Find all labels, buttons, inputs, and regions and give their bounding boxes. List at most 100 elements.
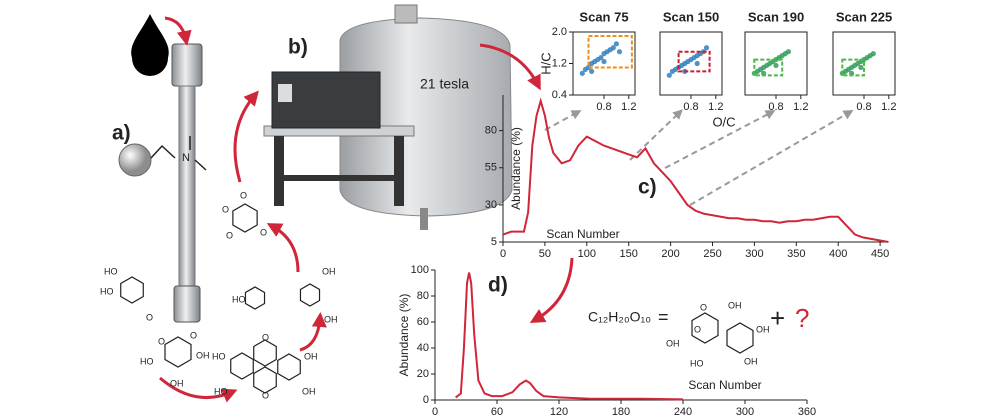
column bbox=[178, 85, 196, 287]
line-trace bbox=[502, 97, 889, 243]
x-tick-label: 150 bbox=[620, 248, 638, 260]
atom-label: OH bbox=[666, 338, 680, 348]
arrow bbox=[299, 312, 327, 352]
x-tick-label: 50 bbox=[539, 248, 551, 260]
x-tick-label: 180 bbox=[612, 406, 630, 417]
y-tick-label: 60 bbox=[417, 316, 429, 328]
atom-label: OH bbox=[756, 324, 770, 334]
selection-box bbox=[841, 58, 865, 77]
molecule-ring bbox=[164, 336, 192, 368]
inlet bbox=[278, 84, 292, 102]
atom-label: OH bbox=[744, 356, 758, 366]
x-tick-label: 400 bbox=[829, 248, 847, 260]
y-tick-label: 55 bbox=[485, 162, 497, 174]
atom-label: O bbox=[262, 390, 269, 400]
selection-box bbox=[753, 58, 784, 77]
x-axis-label: Scan Number bbox=[688, 378, 761, 392]
y-tick-label: 40 bbox=[417, 342, 429, 354]
selection-box bbox=[587, 34, 633, 69]
scatter-point bbox=[870, 51, 876, 57]
atom-label: HO bbox=[690, 358, 704, 368]
x-tick-label: 450 bbox=[871, 248, 889, 260]
x-tick-label: 350 bbox=[787, 248, 805, 260]
oil-drop bbox=[131, 14, 169, 76]
scatter-point bbox=[694, 60, 700, 67]
bond bbox=[150, 144, 176, 159]
y-tick-label: 5 bbox=[491, 236, 497, 248]
atom-label: O bbox=[700, 302, 707, 312]
y-tick-label: 80 bbox=[417, 290, 429, 302]
atom-label: HO bbox=[140, 356, 154, 366]
arrow bbox=[529, 257, 574, 323]
magnet bbox=[339, 17, 513, 217]
column-fitting bbox=[173, 285, 201, 323]
x-tick-label: 120 bbox=[550, 406, 568, 417]
arrow bbox=[159, 376, 238, 403]
arrow bbox=[266, 223, 300, 273]
column-fitting bbox=[171, 43, 203, 87]
scatter-point bbox=[616, 49, 623, 55]
atom-label: OH bbox=[304, 351, 318, 361]
table-leg bbox=[274, 136, 284, 206]
x-tick-label: 1.2 bbox=[881, 101, 896, 113]
atom-label: OH bbox=[324, 314, 338, 324]
molecule-ring bbox=[253, 339, 277, 367]
x-axis-label: Scan Number bbox=[546, 227, 619, 241]
formula: C₁₂H₂₀O₁₀ bbox=[588, 309, 651, 325]
panel-title: Scan 190 bbox=[748, 9, 804, 24]
atom-label: O bbox=[226, 230, 233, 240]
x-tick-label: 0.8 bbox=[596, 101, 611, 113]
scatter-point bbox=[666, 72, 672, 78]
guide-arrows bbox=[544, 109, 854, 206]
molecule-ring bbox=[691, 312, 719, 344]
atom-label: HO bbox=[214, 386, 228, 396]
panel-title: Scan 75 bbox=[579, 9, 628, 24]
x-tick-label: 0 bbox=[500, 248, 506, 260]
magnet-top bbox=[394, 4, 418, 24]
scatter-point bbox=[585, 64, 592, 71]
x-tick-label: 360 bbox=[798, 406, 816, 417]
x-axis-label: O/C bbox=[712, 114, 735, 129]
scatter-point bbox=[579, 70, 585, 76]
x-tick-label: 60 bbox=[491, 406, 503, 417]
selection-box bbox=[677, 50, 711, 73]
panel-label: a) bbox=[112, 122, 131, 145]
atom-label: O bbox=[240, 190, 247, 200]
atom-label: OH bbox=[728, 300, 742, 310]
scatter-point bbox=[703, 45, 710, 51]
atom-label: HO bbox=[232, 294, 246, 304]
y-tick-label: 0.4 bbox=[552, 89, 567, 101]
panel-label: c) bbox=[638, 176, 657, 199]
molecule-ring bbox=[244, 286, 266, 310]
atom-label: OH bbox=[302, 386, 316, 396]
molecule-ring bbox=[120, 276, 144, 304]
scatter-point bbox=[610, 45, 616, 51]
x-tick-label: 250 bbox=[703, 248, 721, 260]
x-tick-label: 1.2 bbox=[708, 101, 723, 113]
x-tick-label: 240 bbox=[674, 406, 692, 417]
molecule-ring bbox=[232, 203, 258, 233]
panel-title: Scan 150 bbox=[663, 9, 719, 24]
table-leg bbox=[394, 136, 404, 206]
atom-label: OH bbox=[170, 378, 184, 388]
atom-label: N bbox=[182, 152, 190, 164]
atom-label: O bbox=[260, 227, 267, 237]
line-trace bbox=[455, 272, 684, 401]
scatter-point bbox=[613, 41, 620, 47]
equals: = bbox=[658, 307, 669, 327]
scatter-point bbox=[601, 58, 607, 65]
molecule-ring bbox=[277, 353, 301, 381]
plot-frame bbox=[659, 31, 723, 96]
y-axis-label: Abundance (%) bbox=[397, 294, 411, 377]
scatter-point bbox=[589, 68, 595, 74]
atom-label: O bbox=[694, 324, 701, 334]
arrow bbox=[233, 90, 259, 183]
y-tick-label: 100 bbox=[411, 264, 429, 276]
atom-label: OH bbox=[322, 266, 336, 276]
y-tick-label: 20 bbox=[417, 368, 429, 380]
silica-bead bbox=[118, 143, 152, 177]
x-tick-label: 0.8 bbox=[856, 101, 871, 113]
y-tick-label: 80 bbox=[485, 125, 497, 137]
